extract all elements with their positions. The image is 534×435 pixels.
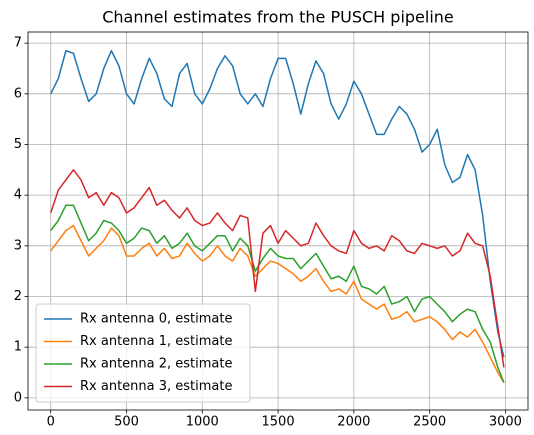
y-tick-label: 2 bbox=[14, 289, 22, 304]
x-tick-label: 1000 bbox=[186, 415, 219, 430]
legend-box bbox=[35, 303, 251, 403]
x-tick-label: 1500 bbox=[262, 415, 295, 430]
y-tick-label: 5 bbox=[14, 137, 22, 152]
x-tick-label: 0 bbox=[47, 415, 55, 430]
legend-label: Rx antenna 3, estimate bbox=[80, 379, 232, 394]
legend: Rx antenna 0, estimate Rx antenna 1, esti… bbox=[35, 303, 251, 403]
y-tick-label: 3 bbox=[14, 238, 22, 253]
axes-frame bbox=[27, 31, 529, 411]
legend-label: Rx antenna 2, estimate bbox=[80, 357, 232, 372]
x-tick-label: 2500 bbox=[413, 415, 446, 430]
y-tick-label: 1 bbox=[14, 340, 22, 355]
x-tick-label: 2000 bbox=[337, 415, 370, 430]
series-line bbox=[50, 204, 505, 383]
series-line bbox=[50, 50, 505, 358]
legend-label: Rx antenna 0, estimate bbox=[80, 312, 232, 327]
x-tick-label: 500 bbox=[114, 415, 139, 430]
chart-title: Channel estimates from the PUSCH pipelin… bbox=[102, 8, 454, 27]
y-tick-label: 7 bbox=[14, 36, 22, 51]
legend-label: Rx antenna 1, estimate bbox=[80, 334, 232, 349]
series-line bbox=[50, 224, 505, 384]
y-tick-label: 4 bbox=[14, 188, 22, 203]
y-tick-label: 0 bbox=[14, 390, 22, 405]
x-tick-label: 3000 bbox=[489, 415, 522, 430]
y-tick-label: 6 bbox=[14, 86, 22, 101]
series-line bbox=[50, 169, 505, 368]
